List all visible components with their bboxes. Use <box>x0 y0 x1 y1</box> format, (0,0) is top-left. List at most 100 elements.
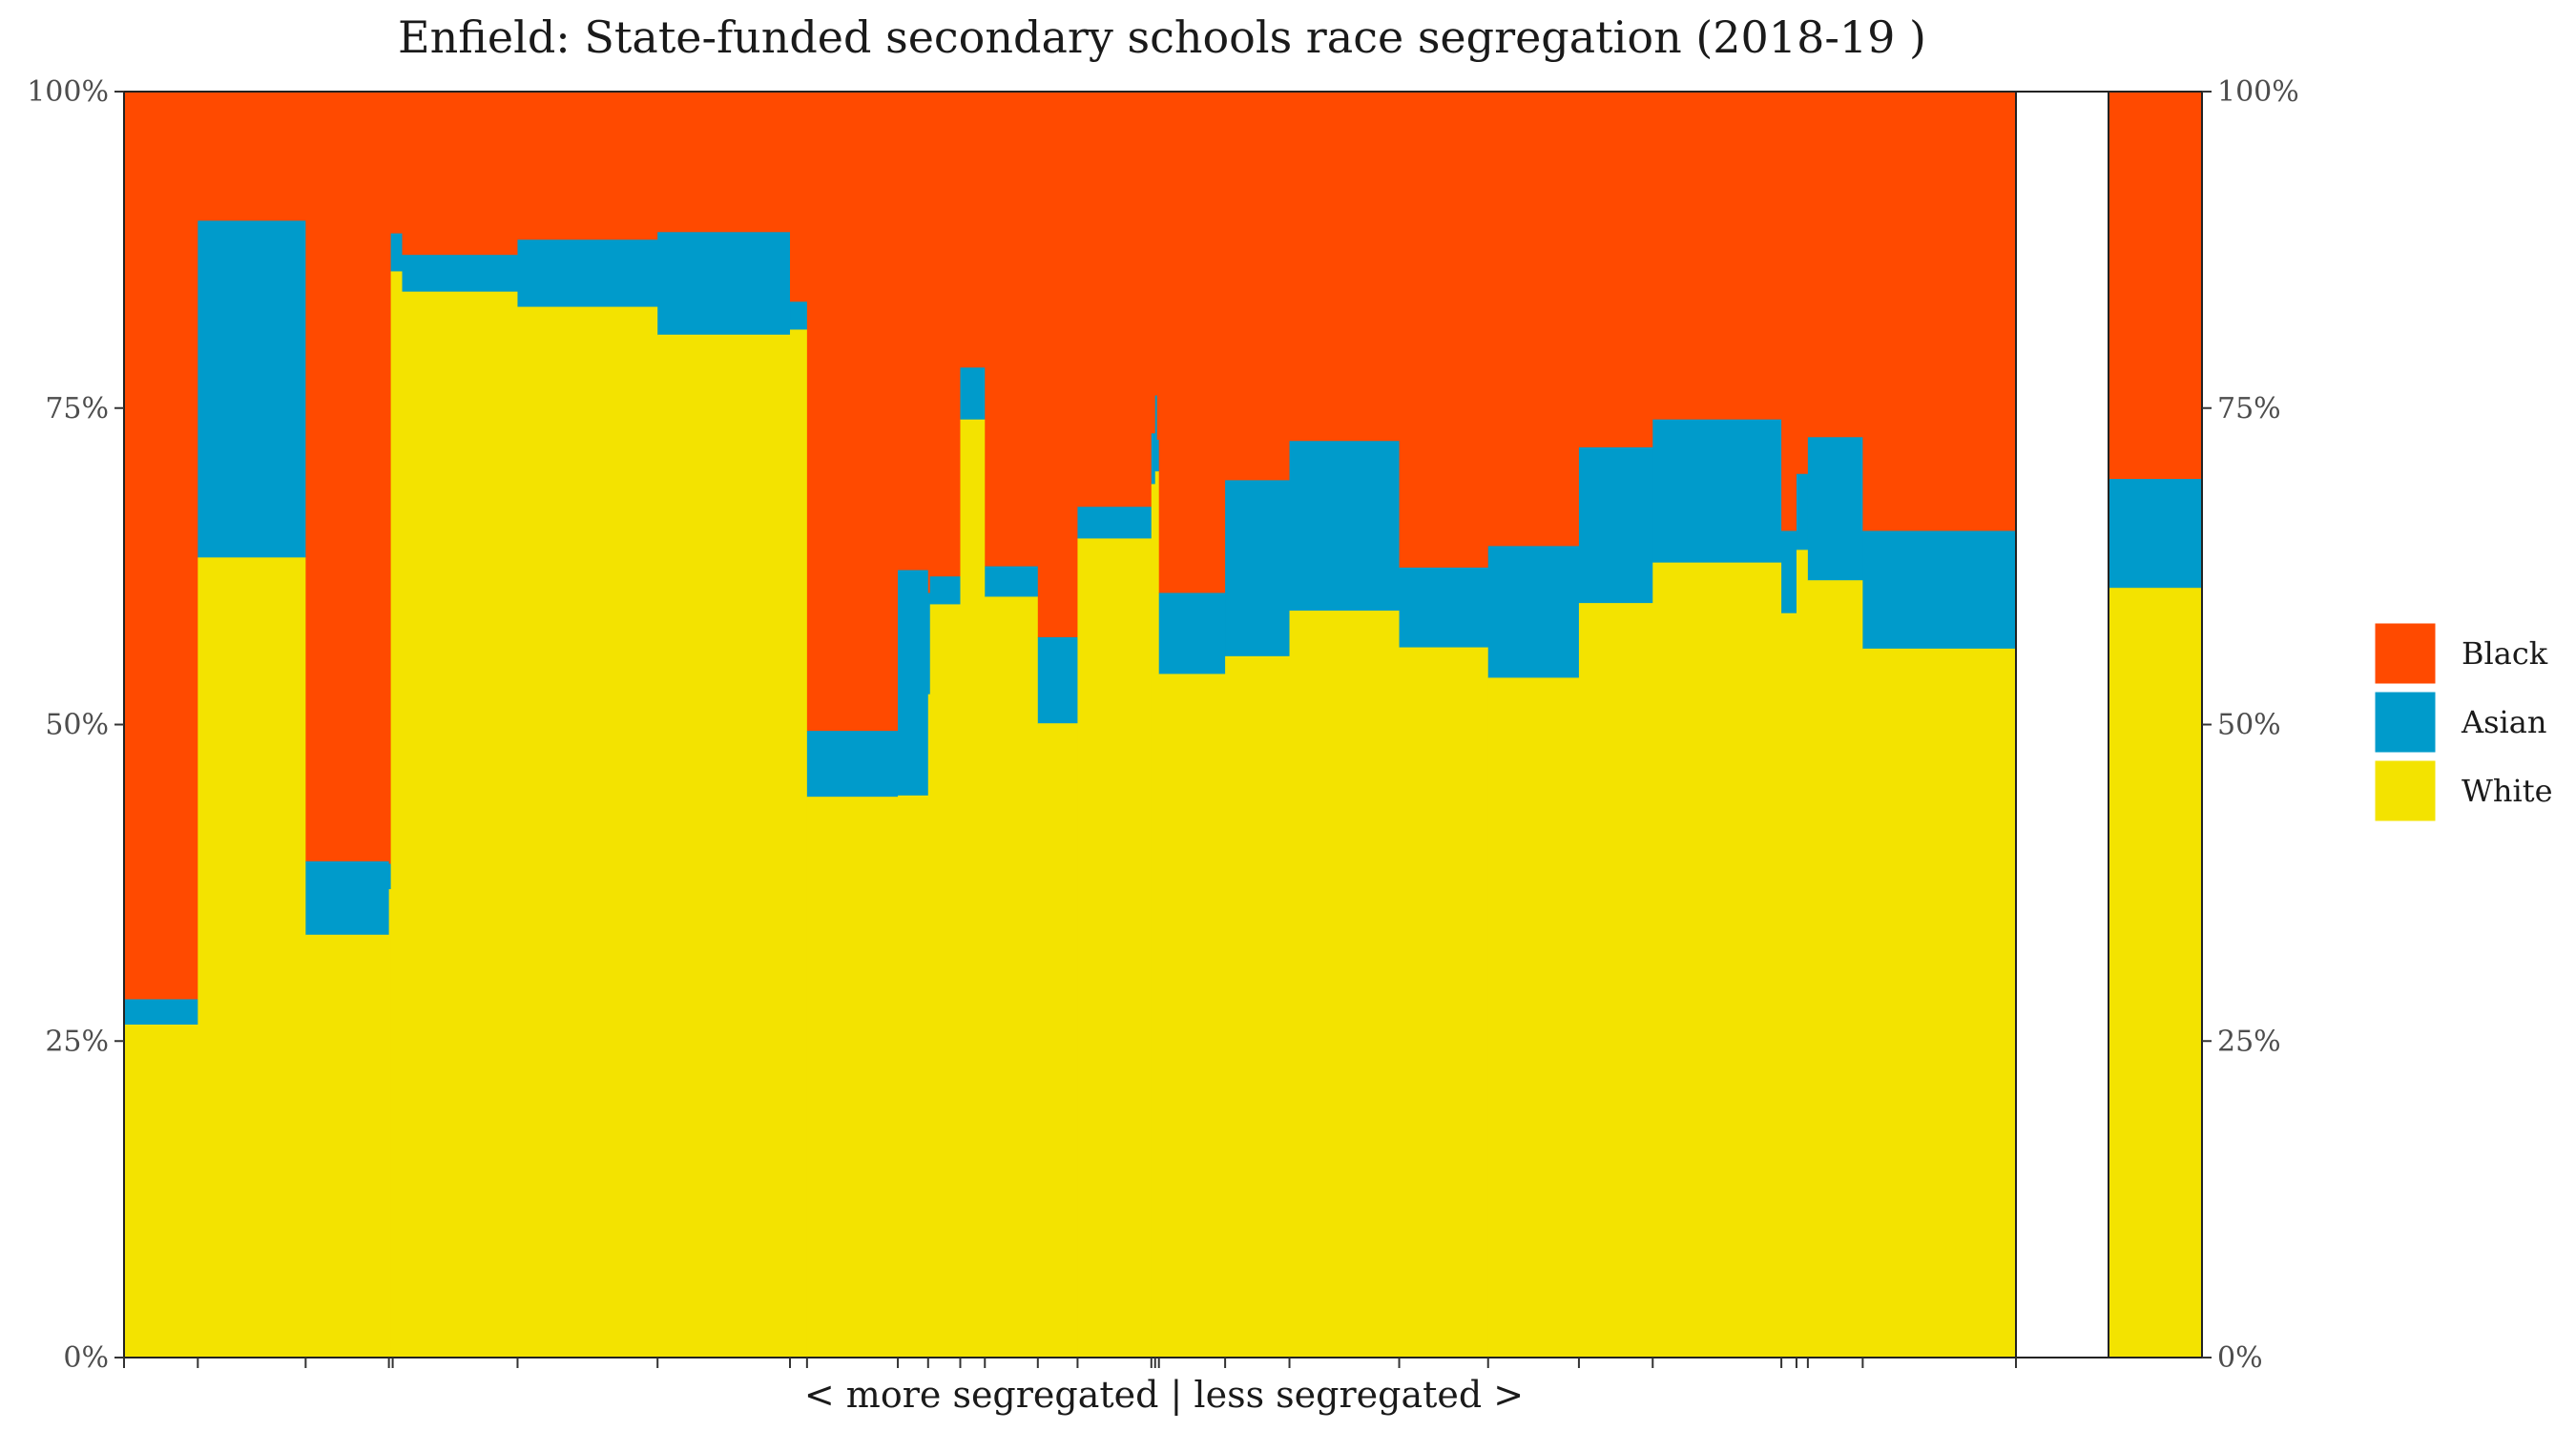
bar-segment-asian-6 <box>517 239 658 308</box>
bar-segment-white-14 <box>985 596 1039 1358</box>
legend-label-asian: Asian <box>2461 704 2546 740</box>
y-tick-label-right: 100% <box>2217 75 2299 109</box>
bar-segment-white-30 <box>1862 648 2017 1358</box>
separator-panel <box>2015 91 2109 1358</box>
bar-segment-white-0 <box>124 1024 198 1358</box>
bar-segment-asian-8 <box>790 301 808 330</box>
bar-segment-black-21 <box>1225 92 1291 481</box>
x-axis-ticks <box>123 1358 2017 1368</box>
bar-segment-black-7 <box>657 92 791 233</box>
bar-segment-asian-26 <box>1652 419 1782 564</box>
y-tick-label-right: 50% <box>2217 709 2281 742</box>
legend: Black Asian White <box>2372 620 2553 824</box>
y-tick-label-right: 0% <box>2217 1341 2263 1375</box>
bar-segment-white-19 <box>1156 471 1160 1358</box>
y-tick-label-left: 100% <box>27 75 109 109</box>
bar-segment-black-10 <box>898 92 929 571</box>
bar-segment-asian-21 <box>1225 480 1291 657</box>
bar-segment-asian-0 <box>124 999 198 1026</box>
bar-segment-black-24 <box>1487 92 1580 547</box>
bar-segment-black-25 <box>1578 92 1653 448</box>
y-tick-label-left: 75% <box>45 392 109 425</box>
bar-segment-white-28 <box>1796 550 1809 1358</box>
bar-segment-white-11 <box>927 694 931 1358</box>
bar-segment-asian-1 <box>197 220 306 558</box>
bar-segment-asian-13 <box>960 367 986 421</box>
left-y-axis: 0% 25% 50% 75% 100% <box>27 75 124 1375</box>
bar-segment-asian-10 <box>898 570 929 797</box>
y-tick-label-left: 25% <box>45 1025 109 1058</box>
bar-segment-black-19 <box>1156 92 1160 441</box>
bar-segment-black-4 <box>390 92 404 235</box>
y-tick-label-left: 0% <box>63 1341 109 1375</box>
bar-segment-asian-4 <box>390 233 404 272</box>
bar-segment-asian-2 <box>305 861 390 936</box>
bar-segment-asian-17 <box>1151 433 1156 485</box>
bar-segment-white-22 <box>1289 611 1401 1358</box>
bar-segment-white-24 <box>1487 677 1580 1358</box>
bar-segment-black-8 <box>790 92 808 302</box>
bar-segment-asian-9 <box>806 731 899 798</box>
bar-segment-black-27 <box>1781 92 1797 531</box>
bar-segment-black-18 <box>1154 92 1158 396</box>
bar-segment-white-29 <box>1807 580 1863 1358</box>
bar-segment-asian-overall <box>2109 479 2203 589</box>
bar-segment-black-14 <box>985 92 1039 568</box>
bar-segment-white-6 <box>517 306 658 1358</box>
bar-segment-asian-29 <box>1807 437 1863 581</box>
bar-segment-asian-12 <box>929 576 962 605</box>
bar-segment-asian-28 <box>1796 473 1809 550</box>
bar-segment-white-1 <box>197 557 306 1358</box>
bar-segment-white-18 <box>1154 471 1158 1358</box>
bar-segment-black-0 <box>124 92 198 1000</box>
bar-segment-asian-19 <box>1156 439 1160 472</box>
bar-segment-white-25 <box>1578 603 1653 1358</box>
bar-segment-asian-15 <box>1037 636 1079 724</box>
bar-segment-black-1 <box>197 92 306 221</box>
bar-segment-white-27 <box>1781 612 1797 1358</box>
bar-segment-white-21 <box>1225 655 1291 1358</box>
bar-segment-black-3 <box>388 92 392 864</box>
school-bars <box>124 92 2017 1358</box>
x-axis-label: < more segregated | less segregated > <box>804 1374 1524 1416</box>
legend-label-black: Black <box>2462 635 2548 672</box>
bar-segment-black-23 <box>1399 92 1489 569</box>
bar-segment-black-9 <box>806 92 899 732</box>
legend-swatch-asian <box>2372 689 2439 756</box>
bar-segment-black-15 <box>1037 92 1079 638</box>
bar-segment-white-16 <box>1077 538 1153 1358</box>
bar-segment-asian-22 <box>1289 441 1401 612</box>
bar-segment-black-11 <box>927 92 931 593</box>
bar-segment-asian-14 <box>985 566 1039 597</box>
bar-segment-black-16 <box>1077 92 1153 508</box>
bar-segment-white-5 <box>402 291 519 1358</box>
bar-segment-asian-5 <box>402 255 519 293</box>
bar-segment-asian-23 <box>1399 567 1489 649</box>
legend-swatch-black <box>2372 620 2439 687</box>
bar-segment-black-30 <box>1862 92 2017 531</box>
bar-segment-white-15 <box>1037 723 1079 1358</box>
bar-segment-white-23 <box>1399 647 1489 1358</box>
bar-segment-black-13 <box>960 92 986 368</box>
bar-segment-white-20 <box>1158 674 1226 1358</box>
bar-segment-black-5 <box>402 92 519 256</box>
bar-segment-black-17 <box>1151 92 1156 434</box>
bar-segment-asian-25 <box>1578 446 1653 604</box>
bar-segment-asian-18 <box>1154 395 1158 472</box>
legend-label-white: White <box>2462 773 2553 809</box>
y-tick-label-right: 25% <box>2217 1025 2281 1058</box>
bar-segment-white-9 <box>806 797 899 1358</box>
overall-bar <box>2109 92 2203 1358</box>
bar-segment-white-17 <box>1151 484 1156 1358</box>
bar-segment-black-29 <box>1807 92 1863 438</box>
bar-segment-white-2 <box>305 934 390 1358</box>
chart-title: Enfield: State-funded secondary schools … <box>398 11 1926 63</box>
bar-segment-asian-27 <box>1781 530 1797 614</box>
bar-segment-black-26 <box>1652 92 1782 421</box>
bar-segment-white-13 <box>960 419 986 1358</box>
bar-segment-white-overall <box>2109 588 2203 1358</box>
bar-segment-white-8 <box>790 329 808 1358</box>
bar-segment-asian-11 <box>927 592 931 695</box>
bar-segment-asian-24 <box>1487 546 1580 678</box>
